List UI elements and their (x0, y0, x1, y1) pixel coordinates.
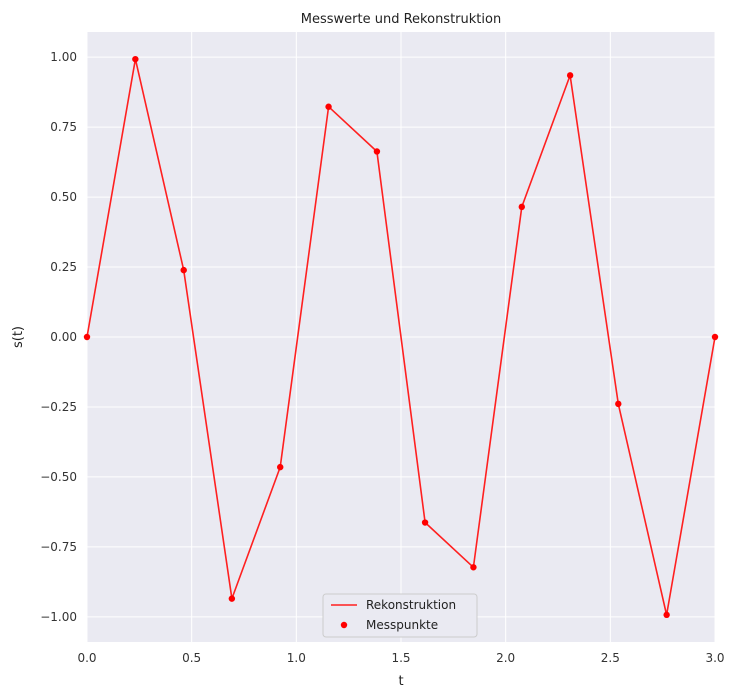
data-point-messpunkt (373, 148, 381, 155)
y-axis-label: s(t) (11, 326, 26, 348)
series-line-rekonstruktion (86, 58, 716, 616)
data-point-messpunkt (518, 203, 525, 211)
legend-box (322, 593, 478, 638)
data-point-messpunkt (615, 400, 622, 408)
x-tick-labels: 0.0 0.5 1.0 1.5 2.0 2.5 3.0 (77, 651, 724, 665)
x-tick-label: 1.0 (287, 651, 306, 665)
series (83, 55, 719, 619)
legend-label-messpunkte: Messpunkte (366, 618, 438, 632)
data-point-messpunkt (421, 519, 429, 526)
data-point-messpunkt (277, 463, 284, 471)
data-point-messpunkt (470, 564, 477, 571)
y-tick-label: −1.00 (40, 610, 77, 624)
y-tick-label: −0.75 (40, 540, 77, 554)
legend-dot-swatch (340, 621, 348, 629)
data-point-messpunkt (325, 103, 332, 110)
x-tick-label: 2.0 (496, 651, 515, 665)
y-tick-label: 0.00 (50, 330, 77, 344)
x-tick-label: 0.0 (77, 651, 96, 665)
legend-label-rekonstruktion: Rekonstruktion (366, 598, 456, 612)
y-tick-labels: 1.00 0.75 0.50 0.25 0.00 −0.25 −0.50 −0.75 −1.00 (40, 50, 77, 624)
grid-lines (86, 32, 716, 642)
y-tick-label: 0.50 (50, 190, 77, 204)
y-tick-label: 0.25 (50, 260, 77, 274)
data-point-messpunkt (228, 595, 236, 602)
x-tick-label: 0.5 (182, 651, 201, 665)
x-tick-label: 3.0 (705, 651, 724, 665)
data-point-messpunkt (663, 611, 670, 619)
data-point-messpunkt (711, 333, 719, 341)
y-tick-label: 1.00 (50, 50, 77, 64)
data-point-messpunkt (566, 72, 574, 79)
y-tick-label: −0.50 (40, 470, 77, 484)
y-tick-label: −0.25 (40, 400, 77, 414)
x-tick-label: 1.5 (391, 651, 410, 665)
data-point-messpunkt (180, 266, 187, 274)
legend: Rekonstruktion Messpunkte (322, 593, 478, 638)
x-tick-label: 2.5 (601, 651, 620, 665)
chart-title: Messwerte und Rekonstruktion (301, 12, 501, 27)
y-tick-label: 0.75 (50, 120, 77, 134)
x-axis-label: t (398, 674, 403, 689)
data-point-messpunkt (83, 333, 91, 341)
data-point-messpunkt (132, 55, 139, 63)
